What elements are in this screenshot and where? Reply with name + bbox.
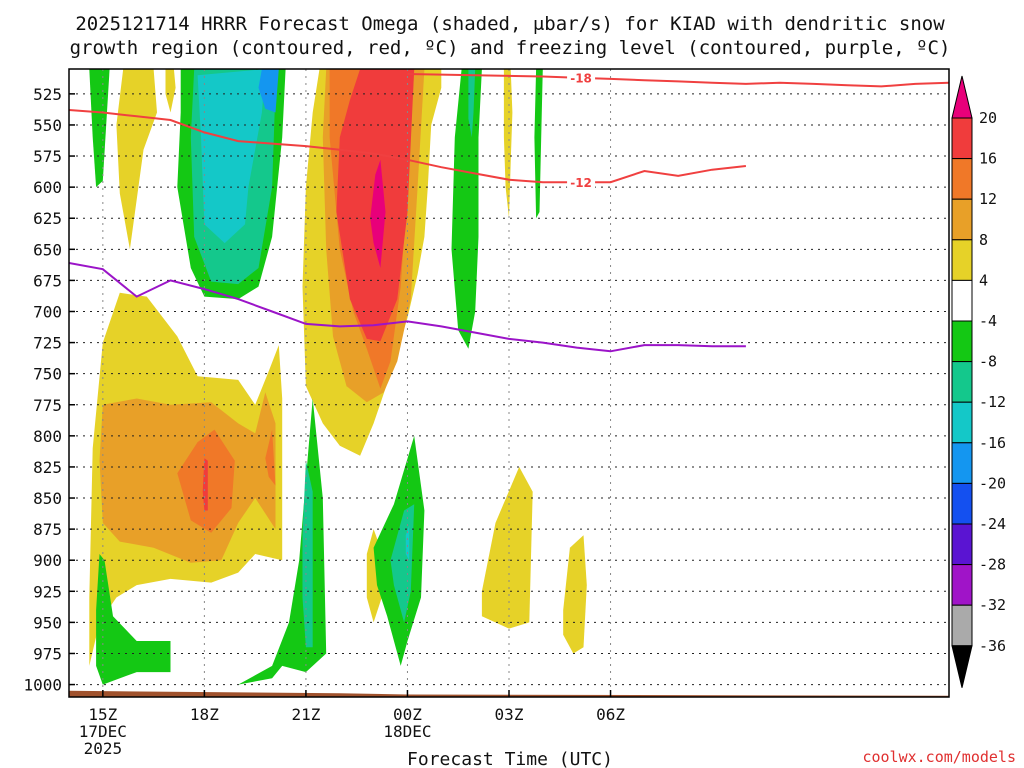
colorbar-swatch-4 xyxy=(951,239,973,281)
colorbar-label-3: 8 xyxy=(979,231,988,249)
colorbar-label-10: -24 xyxy=(979,515,1006,533)
colorbar-label-0: 20 xyxy=(979,109,997,127)
x-tick-label-15Z: 15Z xyxy=(88,705,117,724)
omega-region-22 xyxy=(451,69,482,349)
colorbar-swatch-6 xyxy=(951,320,973,363)
y-tick-label-675: 675 xyxy=(33,271,62,290)
isotherm-labels: -18 -12 xyxy=(567,70,596,190)
colorbar-swatch-5 xyxy=(951,279,973,322)
y-tick-label-750: 750 xyxy=(33,365,62,384)
x-tick-label-21Z: 21Z xyxy=(291,705,320,724)
omega-region-23 xyxy=(468,69,476,138)
colorbar-swatch-10 xyxy=(951,482,973,525)
colorbar-label-9: -20 xyxy=(979,474,1006,492)
colorbar-swatch-1 xyxy=(951,117,973,160)
ground-surface xyxy=(69,690,949,697)
isotherm-label-1: -12 xyxy=(570,176,592,190)
omega-region-26 xyxy=(302,460,313,648)
colorbar-label-6: -8 xyxy=(979,353,997,371)
isotherm-line-1 xyxy=(69,109,747,184)
y-tick-label-550: 550 xyxy=(33,116,62,135)
omega-region-21 xyxy=(89,69,110,188)
omega-region-3 xyxy=(265,429,276,486)
omega-region-9 xyxy=(370,159,386,268)
colorbar-swatch-13 xyxy=(951,604,973,647)
omega-region-12 xyxy=(165,69,176,113)
chart-title-line-2: growth region (contoured, red, ºC) and f… xyxy=(70,37,951,59)
x-tick-label-03Z: 03Z xyxy=(495,705,524,724)
colorbar-label-1: 16 xyxy=(979,150,997,168)
colorbar-swatch-3 xyxy=(951,198,973,241)
omega-shading xyxy=(69,69,949,697)
colorbar-swatch-9 xyxy=(951,442,973,484)
x-tick-label-00Z: 00Z xyxy=(393,705,422,724)
y-axis: 525 550 575 600 625 650 675 700 725 750 775 800 825 8… xyxy=(23,85,75,695)
omega-region-13 xyxy=(503,69,513,219)
omega-region-20 xyxy=(258,69,279,113)
colorbar-swatch-2 xyxy=(951,158,973,200)
y-tick-label-850: 850 xyxy=(33,489,62,508)
isotherm-label-bg-1 xyxy=(567,175,596,190)
y-tick-label-900: 900 xyxy=(33,551,62,570)
x-tick-year-15Z: 2025 xyxy=(84,739,123,758)
colorbar-label-5: -4 xyxy=(979,312,997,330)
colorbar-label-4: 4 xyxy=(979,271,988,289)
y-tick-label-650: 650 xyxy=(33,240,62,259)
colorbar-swatch-7 xyxy=(951,361,973,403)
y-tick-label-825: 825 xyxy=(33,458,62,477)
isotherm-line-0 xyxy=(407,73,949,88)
x-tick-date-15Z: 17DEC xyxy=(79,722,127,741)
colorbar-label-12: -32 xyxy=(979,596,1006,614)
chart-title-line-1: 2025121714 HRRR Forecast Omega (shaded, … xyxy=(75,13,945,35)
y-tick-label-800: 800 xyxy=(33,427,62,446)
colorbar-bottom-arrow xyxy=(951,645,973,688)
isotherm-label-bg-0 xyxy=(567,70,596,85)
credit-text[interactable]: coolwx.com/models xyxy=(862,748,1016,766)
y-tick-label-775: 775 xyxy=(33,396,62,415)
isotherm-contours xyxy=(69,73,949,353)
x-tick-date-00Z: 18DEC xyxy=(383,722,431,741)
omega-region-27 xyxy=(96,554,171,685)
omega-region-30 xyxy=(405,525,410,561)
y-tick-label-525: 525 xyxy=(33,85,62,104)
y-tick-label-725: 725 xyxy=(33,334,62,353)
colorbar-legend: 20 16 12 8 4 -4 -8 -12 -16 -20 -24 -28 -32 -36 xyxy=(951,75,1006,688)
y-tick-label-975: 975 xyxy=(33,644,62,663)
y-tick-label-625: 625 xyxy=(33,209,62,228)
colorbar-swatch-11 xyxy=(951,523,973,566)
y-tick-label-575: 575 xyxy=(33,147,62,166)
y-tick-label-950: 950 xyxy=(33,613,62,632)
y-tick-label-700: 700 xyxy=(33,302,62,321)
colorbar-swatch-8 xyxy=(951,401,973,444)
omega-region-16 xyxy=(563,535,587,654)
x-tick-label-18Z: 18Z xyxy=(190,705,219,724)
colorbar-swatch-12 xyxy=(951,564,973,606)
colorbar-label-2: 12 xyxy=(979,190,997,208)
x-axis-label: Forecast Time (UTC) xyxy=(407,749,613,768)
colorbar-label-11: -28 xyxy=(979,556,1006,574)
x-tick-label-06Z: 06Z xyxy=(596,705,625,724)
isotherm-label-0: -18 xyxy=(570,72,592,86)
colorbar-label-13: -36 xyxy=(979,637,1006,655)
omega-region-15 xyxy=(481,466,533,629)
colorbar-label-8: -16 xyxy=(979,434,1006,452)
isotherm-line-2 xyxy=(69,262,746,353)
omega-region-11 xyxy=(116,69,157,250)
y-tick-label-925: 925 xyxy=(33,582,62,601)
y-tick-label-600: 600 xyxy=(33,178,62,197)
colorbar-label-7: -12 xyxy=(979,393,1006,411)
y-tick-label-875: 875 xyxy=(33,520,62,539)
y-tick-label-1000: 1000 xyxy=(23,676,62,695)
